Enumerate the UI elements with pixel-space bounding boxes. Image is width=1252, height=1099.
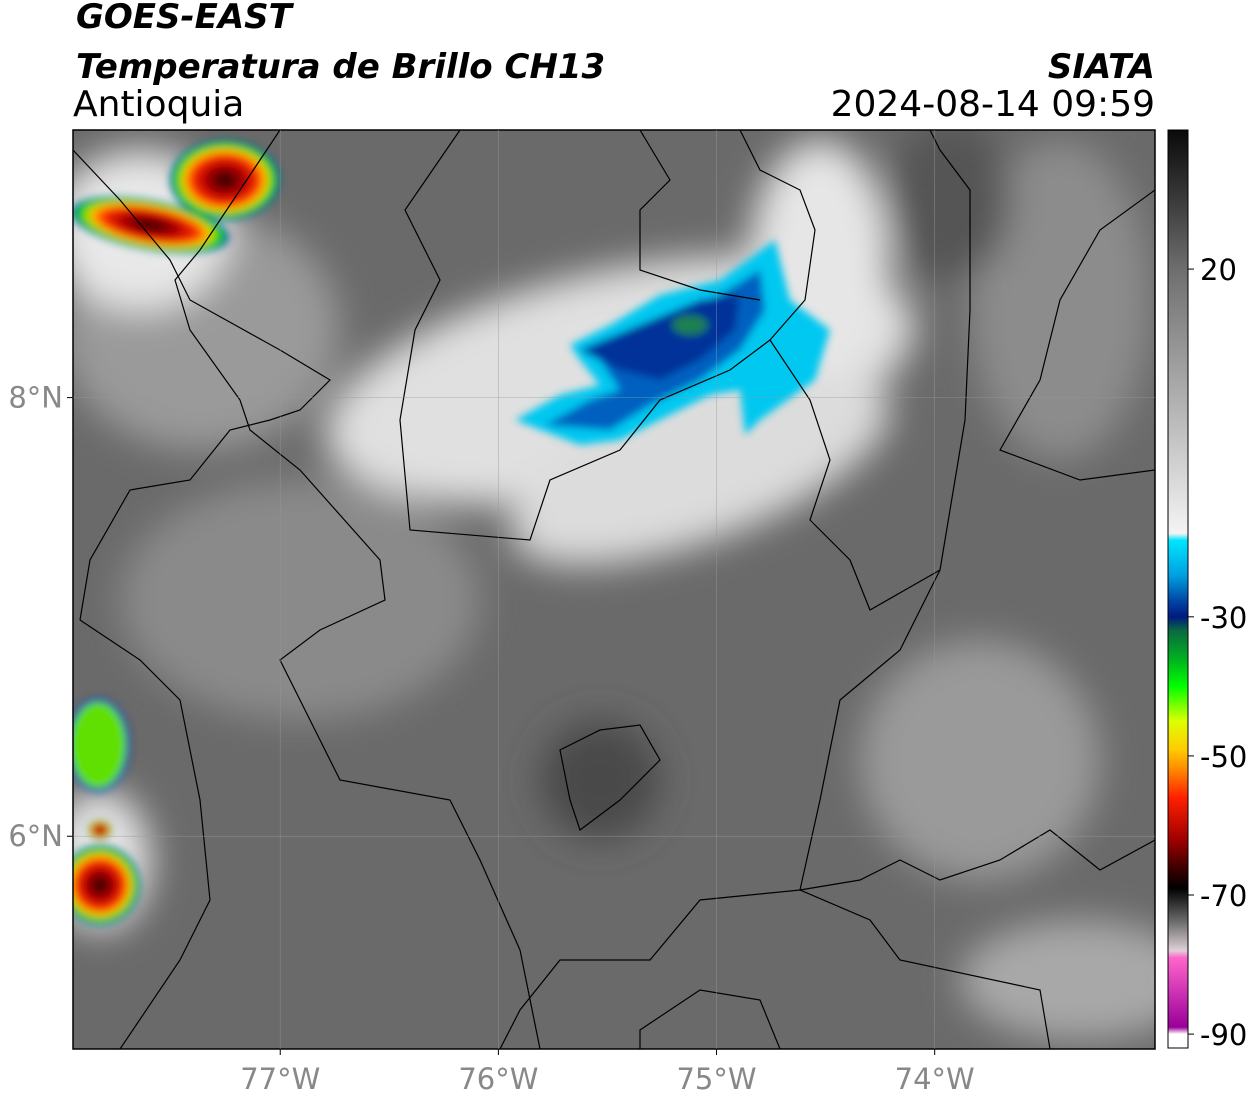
colorbar-tick-label: -90 xyxy=(1200,1018,1247,1052)
colorbar-tick-label: -50 xyxy=(1200,740,1247,774)
region: Antioquia xyxy=(73,84,244,125)
title: GOES-EAST xyxy=(76,0,295,37)
colorbar-tick-label: 20 xyxy=(1200,253,1237,287)
x-tick-label: 75°W xyxy=(676,1062,756,1096)
source: SIATA xyxy=(1048,47,1155,87)
subtitle: Temperatura de Brillo CH13 xyxy=(76,47,605,87)
satellite-image xyxy=(73,130,1155,1049)
map-frame xyxy=(72,129,1156,1050)
y-tick-label: 8°N xyxy=(8,381,63,415)
colorbar-tick-label: -30 xyxy=(1200,601,1247,635)
colorbar-tick-label: -70 xyxy=(1200,879,1247,913)
datetime: 2024-08-14 09:59 xyxy=(831,84,1155,125)
colorbar xyxy=(1167,129,1189,1049)
x-tick-label: 77°W xyxy=(240,1062,320,1096)
borders xyxy=(73,130,1155,1049)
x-tick-label: 76°W xyxy=(458,1062,538,1096)
x-tick-label: 74°W xyxy=(895,1062,975,1096)
y-tick-label: 6°N xyxy=(8,819,63,853)
